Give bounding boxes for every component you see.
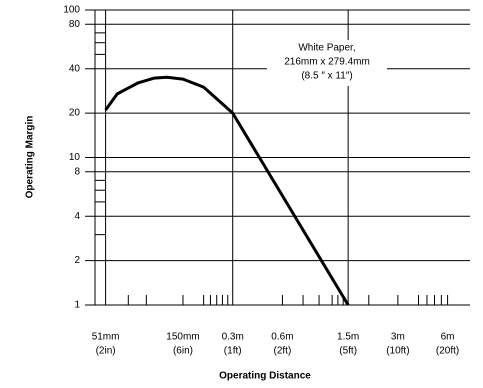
x-tick-label: 0.6m: [271, 332, 293, 343]
y-tick-label: 80: [69, 19, 81, 30]
x-tick-label: 51mm: [92, 332, 120, 343]
x-tick-label: 1.5m: [337, 332, 359, 343]
x-tick-label: 6m: [441, 332, 455, 343]
y-tick-label: 8: [74, 166, 80, 177]
x-tick-sublabel: (5ft): [339, 346, 357, 357]
x-tick-sublabel: (6in): [173, 346, 193, 357]
annotation-box: [267, 40, 387, 86]
x-tick-label: 150mm: [166, 332, 199, 343]
x-tick-sublabel: (2ft): [274, 346, 292, 357]
y-tick-label: 10: [69, 152, 81, 163]
x-tick-sublabel: (1ft): [224, 346, 242, 357]
x-tick-label: 3m: [391, 332, 405, 343]
y-tick-label: 4: [74, 211, 80, 222]
annotation: White Paper,: [298, 43, 355, 54]
line: [104, 75, 350, 306]
annotation: 216mm x 279.4mm: [284, 57, 370, 68]
y-tick-label: 40: [69, 63, 81, 74]
y-tick-label: 100: [63, 5, 80, 16]
x-axis-label: Operating Distance: [219, 371, 311, 382]
annotation: (8.5 ″ x 11″): [301, 71, 352, 82]
x-tick-sublabel: (2in): [96, 346, 116, 357]
x-tick-sublabel: (10ft): [386, 346, 409, 357]
x-tick-label: 0.3m: [222, 332, 244, 343]
y-tick-label: 2: [74, 255, 80, 266]
x-tick-sublabel: (20ft): [436, 346, 459, 357]
y-axis-label: Operating Margin: [25, 116, 36, 199]
y-tick-label: 20: [69, 108, 81, 119]
y-tick-label: 1: [74, 300, 80, 311]
